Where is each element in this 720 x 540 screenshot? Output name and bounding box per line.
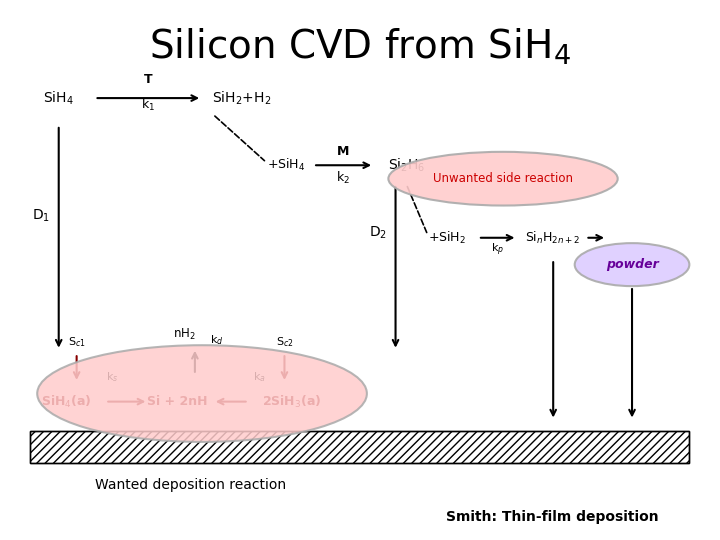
Text: +SiH$_4$: +SiH$_4$: [266, 157, 305, 173]
FancyBboxPatch shape: [30, 431, 689, 463]
Text: k$_2$: k$_2$: [336, 170, 350, 186]
Text: Silicon CVD from SiH$_4$: Silicon CVD from SiH$_4$: [149, 27, 571, 68]
Ellipse shape: [388, 152, 618, 206]
Text: S$_{c1}$: S$_{c1}$: [68, 336, 86, 349]
Text: SiH$_2$+H$_2$: SiH$_2$+H$_2$: [212, 90, 271, 107]
Ellipse shape: [37, 345, 367, 442]
Text: Smith: Thin-film deposition: Smith: Thin-film deposition: [446, 510, 658, 524]
Text: +SiH$_2$: +SiH$_2$: [428, 230, 466, 246]
Text: Wanted deposition reaction: Wanted deposition reaction: [94, 478, 286, 492]
Text: Unwanted side reaction: Unwanted side reaction: [433, 172, 573, 185]
Text: k$_a$: k$_a$: [253, 370, 266, 384]
Text: D$_2$: D$_2$: [369, 224, 387, 241]
Text: T: T: [144, 73, 153, 86]
Text: k$_s$: k$_s$: [107, 370, 119, 384]
Text: k$_d$: k$_d$: [210, 333, 223, 347]
Text: M: M: [337, 145, 349, 158]
Text: Si$_2$H$_6$: Si$_2$H$_6$: [387, 157, 425, 174]
Text: k$_1$: k$_1$: [141, 97, 156, 112]
Text: D$_1$: D$_1$: [32, 208, 50, 225]
Text: 2SiH$_3$(a): 2SiH$_3$(a): [262, 394, 321, 410]
Text: k$_p$: k$_p$: [492, 242, 505, 258]
Text: powder: powder: [606, 258, 658, 271]
Text: S$_{c2}$: S$_{c2}$: [276, 336, 293, 349]
Text: SiH$_4$(a): SiH$_4$(a): [40, 394, 91, 410]
Text: SiH$_4$: SiH$_4$: [43, 90, 74, 107]
Text: nH$_2$: nH$_2$: [173, 327, 196, 342]
Text: Si + 2nH: Si + 2nH: [147, 395, 207, 408]
Ellipse shape: [575, 243, 689, 286]
Text: Si$_n$H$_{2n+2}$: Si$_n$H$_{2n+2}$: [526, 230, 581, 246]
